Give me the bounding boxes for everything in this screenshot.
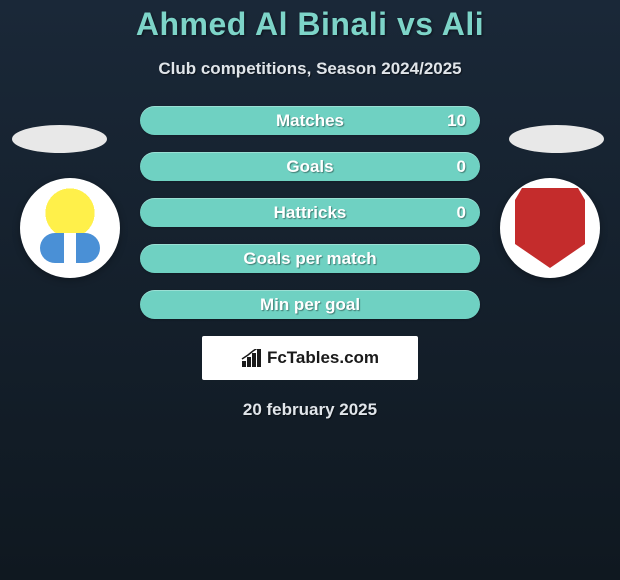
brand-text: FcTables.com — [267, 348, 379, 368]
stat-value: 0 — [457, 157, 466, 177]
stat-label: Hattricks — [274, 203, 347, 223]
stat-label: Matches — [276, 111, 344, 131]
brand-box: FcTables.com — [202, 336, 418, 380]
season-subtitle: Club competitions, Season 2024/2025 — [0, 59, 620, 79]
stat-row: Goals per match — [140, 244, 480, 273]
club-badge-left — [20, 178, 120, 278]
stat-row: Min per goal — [140, 290, 480, 319]
stat-label: Min per goal — [260, 295, 360, 315]
stat-row: Goals 0 — [140, 152, 480, 181]
stat-label: Goals — [286, 157, 333, 177]
stat-row: Hattricks 0 — [140, 198, 480, 227]
chart-icon — [241, 349, 263, 367]
stat-value: 0 — [457, 203, 466, 223]
club-badge-right — [500, 178, 600, 278]
stat-label: Goals per match — [243, 249, 376, 269]
date-text: 20 february 2025 — [0, 400, 620, 420]
stat-row: Matches 10 — [140, 106, 480, 135]
player-left-placeholder — [12, 125, 107, 153]
page-title: Ahmed Al Binali vs Ali — [0, 0, 620, 43]
player-right-placeholder — [509, 125, 604, 153]
stat-value: 10 — [447, 111, 466, 131]
